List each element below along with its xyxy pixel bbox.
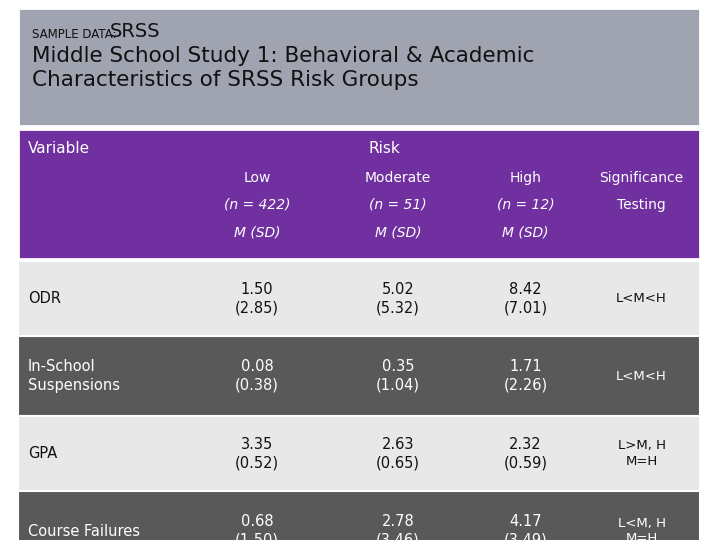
Text: L<M<H: L<M<H [616, 369, 667, 382]
Text: Middle School Study 1: Behavioral & Academic
Characteristics of SRSS Risk Groups: Middle School Study 1: Behavioral & Acad… [32, 46, 534, 90]
Text: 0.68
(1.50): 0.68 (1.50) [235, 514, 279, 540]
Text: 1.50
(2.85): 1.50 (2.85) [235, 282, 279, 315]
Text: M (SD): M (SD) [503, 225, 549, 239]
Bar [18, 336, 700, 416]
Text: 3.35
(0.52): 3.35 (0.52) [235, 437, 279, 470]
Text: Testing: Testing [617, 198, 666, 212]
Text: 4.17
(3.49): 4.17 (3.49) [503, 514, 547, 540]
Text: L<M, H
M=H: L<M, H M=H [618, 516, 665, 540]
Text: 2.63
(0.65): 2.63 (0.65) [376, 437, 420, 470]
Text: 8.42
(7.01): 8.42 (7.01) [503, 282, 548, 315]
Text: High: High [510, 171, 541, 185]
Text: M (SD): M (SD) [234, 225, 280, 239]
Text: 2.78
(3.46): 2.78 (3.46) [376, 514, 420, 540]
Text: 1.71
(2.26): 1.71 (2.26) [503, 359, 548, 393]
Text: M (SD): M (SD) [374, 225, 421, 239]
Bar [18, 491, 700, 540]
Text: GPA: GPA [28, 446, 58, 461]
Bar [18, 261, 700, 336]
Bar [18, 416, 700, 491]
Text: (n = 51): (n = 51) [369, 198, 427, 212]
Text: SRSS: SRSS [110, 22, 161, 41]
Text: 0.08
(0.38): 0.08 (0.38) [235, 359, 279, 393]
Text: 0.35
(1.04): 0.35 (1.04) [376, 359, 420, 393]
Text: Course Failures: Course Failures [28, 523, 140, 538]
Text: Risk: Risk [369, 141, 400, 156]
Text: Low: Low [243, 171, 271, 185]
Text: L>M, H
M=H: L>M, H M=H [618, 439, 665, 468]
Text: 5.02
(5.32): 5.02 (5.32) [376, 282, 420, 315]
Text: L<M<H: L<M<H [616, 292, 667, 305]
Text: Moderate: Moderate [365, 171, 431, 185]
Text: In-School
Suspensions: In-School Suspensions [28, 359, 120, 393]
Bar [18, 8, 700, 126]
Text: ODR: ODR [28, 291, 61, 306]
Text: Variable: Variable [28, 141, 90, 156]
Text: (n = 12): (n = 12) [497, 198, 554, 212]
Text: 2.32
(0.59): 2.32 (0.59) [503, 437, 547, 470]
Text: (n = 422): (n = 422) [224, 198, 290, 212]
Text: SAMPLE DATA:: SAMPLE DATA: [32, 28, 120, 41]
Text: Significance: Significance [600, 171, 683, 185]
Bar [18, 129, 700, 259]
